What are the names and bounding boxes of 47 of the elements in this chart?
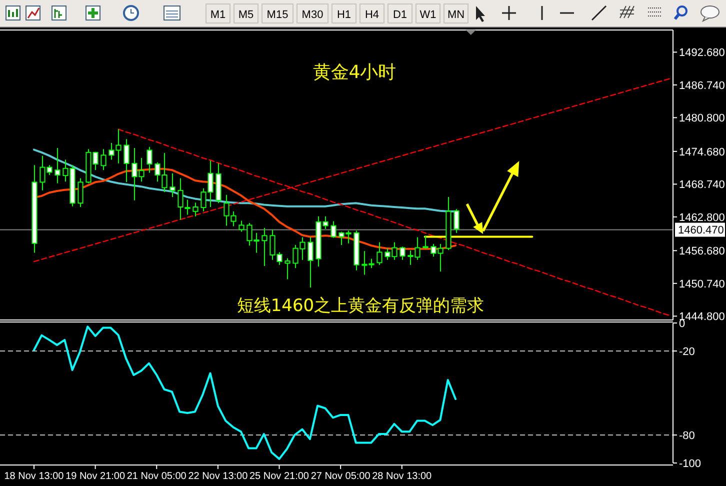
candlestick [238, 220, 244, 232]
y-tick-label: 1450.740 [679, 278, 725, 290]
x-tick-label: 27 Nov 05:00 [310, 471, 371, 482]
text: M1 [210, 9, 226, 21]
x-tick-label: 22 Nov 13:00 [188, 471, 248, 482]
text: MN [447, 9, 465, 21]
x-tick-label: 19 Nov 21:00 [66, 471, 126, 482]
y-tick-label: 1462.800 [679, 212, 725, 224]
line-series [33, 326, 457, 460]
text: M15 [266, 9, 288, 21]
y-tick-label: 1486.740 [679, 80, 725, 92]
y-tick-label: 1480.800 [679, 112, 725, 125]
candlestick [376, 242, 382, 266]
candlestick [146, 146, 152, 174]
candlestick [308, 236, 314, 288]
text: M30 [302, 9, 324, 21]
candlestick [192, 202, 198, 217]
annotation: 短线1460之上黄金有反弹的需求 [236, 296, 484, 316]
y-tick-label: 1492.680 [679, 47, 725, 60]
text: W1 [420, 9, 436, 21]
x-tick-label: 21 Nov 05:00 [126, 471, 187, 482]
candlestick [400, 246, 406, 260]
y-tick-label: -20 [679, 346, 695, 358]
candlestick [100, 148, 106, 171]
y-tick-label: 1456.680 [679, 246, 725, 258]
text: D1 [392, 9, 408, 21]
x-tick-label: 18 Nov 13:00 [4, 471, 64, 482]
candlestick [262, 227, 268, 266]
candlestick [54, 147, 60, 184]
candlestick [454, 208, 460, 234]
candlestick [170, 172, 176, 198]
y-tick-label: -80 [679, 430, 695, 442]
x-tick-label: 28 Nov 13:00 [372, 471, 432, 482]
text: M5 [238, 9, 254, 21]
ref-line-label: 1460.470 [678, 224, 724, 237]
text: H1 [336, 9, 352, 21]
candlestick [330, 220, 336, 238]
candlestick [124, 138, 130, 183]
y-tick-label: 1468.740 [679, 179, 725, 192]
candlestick [284, 258, 290, 280]
text: H4 [364, 9, 380, 21]
text: 黄金4小时 [312, 62, 396, 83]
candlestick [78, 178, 84, 208]
y-tick-label: -100 [679, 458, 702, 470]
x-tick-label: 25 Nov 21:00 [250, 471, 310, 482]
y-tick-label: 1474.680 [679, 146, 725, 158]
candlestick [422, 235, 428, 249]
